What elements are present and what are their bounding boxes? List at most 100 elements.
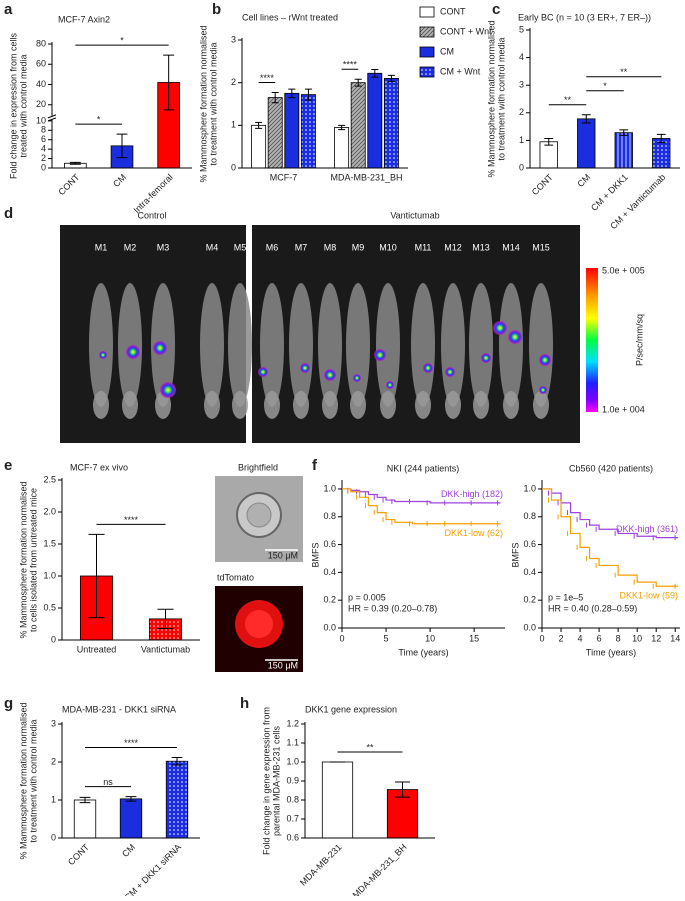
bar [383, 78, 399, 169]
group-label: Control [137, 210, 166, 220]
y-tick-label: 2 [51, 756, 56, 766]
colorbar-min: 1.0e + 004 [602, 404, 645, 414]
series-label: DKK-high (182) [441, 489, 503, 499]
mouse-head [445, 391, 461, 419]
axis-break [47, 114, 57, 122]
error-bar [271, 91, 279, 104]
legend-swatch [419, 66, 435, 78]
legend-swatch [419, 26, 435, 38]
y-axis-label: % Mammosphere formation normalised [198, 25, 208, 182]
y-tick-label: 20 [36, 99, 46, 109]
signal-blob [353, 374, 361, 382]
panel-label: h [240, 695, 249, 712]
error-bar [157, 608, 174, 629]
signal-blob [481, 353, 491, 363]
y-tick-label: 6 [41, 134, 46, 144]
y-tick-label: 40 [36, 79, 46, 89]
chart-title: Cb560 (420 patients) [569, 463, 653, 473]
significance-label: ns [103, 777, 113, 787]
y-tick-label: 2 [231, 77, 236, 87]
survival-curve [342, 488, 501, 504]
panel-label: f [312, 457, 318, 474]
micrograph-title: Brightfield [238, 462, 278, 472]
mouse-label: M1 [95, 242, 108, 252]
signal-blob [445, 367, 455, 377]
y-tick-label: 0.6 [323, 539, 336, 549]
bar [577, 118, 596, 169]
error-bar [288, 88, 296, 99]
series-label: DKK1-low (59) [619, 591, 678, 601]
bar [284, 92, 300, 169]
y-axis-label: parental MDA-MB-231 cells [271, 725, 281, 836]
signal-blob [386, 381, 394, 389]
error-bar [163, 54, 175, 111]
x-tick-label: 12 [651, 633, 661, 643]
y-tick-label: 0 [51, 634, 56, 644]
significance-label: * [603, 81, 607, 91]
y-axis-label: Fold change in expression from cells [8, 32, 18, 179]
signal-blob [153, 341, 167, 355]
bar [251, 124, 267, 169]
y-tick-label: 8 [41, 125, 46, 135]
y-tick-label: 60 [36, 59, 46, 69]
significance-label: ** [620, 67, 628, 77]
bar [165, 760, 189, 839]
error-bar [125, 796, 137, 802]
y-axis-label: BMFS [310, 542, 320, 567]
error-bar [387, 74, 395, 82]
panel-label: g [4, 695, 13, 712]
annotation: p = 1e–5 [548, 592, 583, 602]
y-tick-label: 3 [231, 34, 236, 44]
mouse-head [204, 391, 220, 419]
y-axis-label: treated with control media [18, 54, 28, 157]
bar [334, 127, 350, 169]
micrograph-title: tdTomato [217, 572, 254, 582]
panel-label: d [4, 205, 13, 222]
y-tick-label: 1.5 [43, 538, 56, 548]
colorbar-max: 5.0e + 005 [602, 265, 645, 275]
y-axis-label: to cells isolated from untreated mice [28, 488, 38, 632]
x-tick-label: CM [120, 842, 137, 859]
mouse-body [469, 283, 493, 407]
error-bar [116, 133, 128, 159]
panel-label: a [4, 1, 13, 18]
mouse-label: M9 [352, 242, 365, 252]
y-axis-label: BMFS [510, 542, 520, 567]
bar [119, 798, 143, 839]
mouse-body [289, 283, 313, 407]
legend-label: CONT [440, 6, 466, 16]
mouse-head [415, 391, 431, 419]
mouse-body [89, 283, 113, 407]
mouse-head [533, 391, 549, 419]
mouse-label: M12 [444, 242, 462, 252]
mouse-body [376, 283, 400, 407]
y-tick-label: 5 [519, 24, 524, 34]
mouse-head [473, 391, 489, 419]
mouse-label: M5 [234, 242, 247, 252]
y-tick-label: 0.5 [43, 602, 56, 612]
x-tick-label: MDA-MB-231_BH [330, 172, 402, 182]
mouse-body [318, 283, 342, 407]
signal-blob [423, 363, 433, 373]
panel-label: e [4, 457, 12, 474]
y-tick-label: 4 [519, 52, 524, 62]
x-tick-label: MDA-MB-231_BH [351, 842, 409, 896]
y-tick-label: 2 [519, 107, 524, 117]
signal-blob [324, 369, 336, 381]
signal-blob [508, 330, 522, 344]
y-tick-label: 0.0 [323, 622, 336, 632]
error-bar [255, 121, 263, 129]
signal-blob [126, 345, 140, 359]
panel-label: b [212, 1, 221, 18]
mouse-head [350, 391, 366, 419]
survival-curve [342, 488, 501, 525]
mouse-label: M7 [295, 242, 308, 252]
significance-label: **** [124, 515, 139, 525]
chart-title: NKI (244 patients) [387, 463, 460, 473]
x-tick-label: CONT [56, 172, 81, 197]
y-tick-label: 1.1 [286, 737, 299, 747]
error-bar [304, 88, 312, 101]
x-tick-label: CM [111, 172, 128, 189]
y-tick-label: 1.0 [323, 483, 336, 493]
bar [321, 761, 354, 839]
